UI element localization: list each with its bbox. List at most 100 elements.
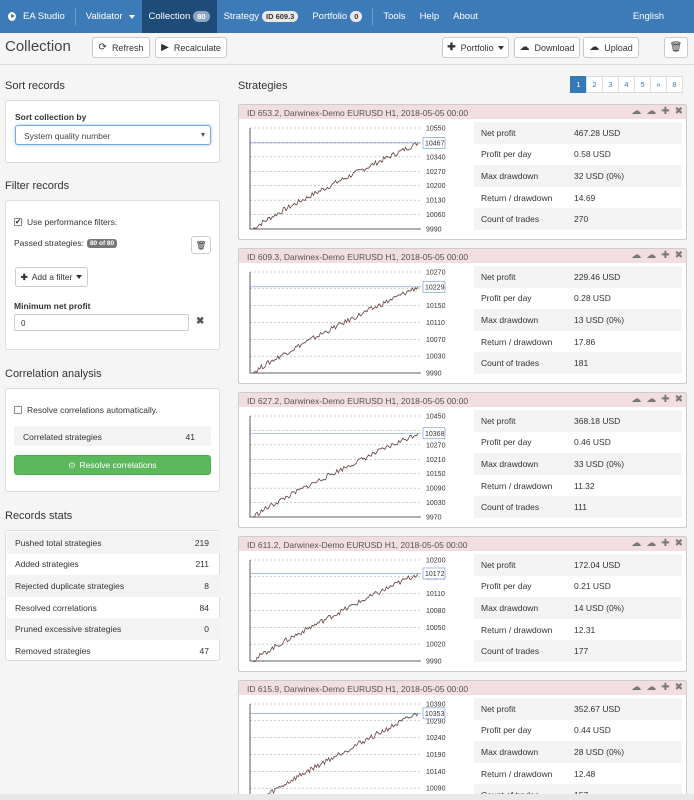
sort-select[interactable]: System quality number [15,125,211,145]
upload-button[interactable]: ☁ Upload [583,37,639,58]
nav-collection[interactable]: Collection 80 [141,0,217,33]
close-icon[interactable]: ✖ [674,250,683,261]
clear-filters-button[interactable]: 🗑 [191,236,211,254]
plus-icon: ✚ [20,271,28,282]
metric-row: Max drawdown 32 USD (0%) [474,165,682,187]
strategy-card[interactable]: ID 615.9, Darwinex-Demo EURUSD H1, 2018-… [238,680,687,800]
add-filter-button[interactable]: ✚ Add a filter [15,267,88,287]
stats-row-value: 8 [204,580,209,591]
delete-button[interactable]: 🗑 [664,37,688,58]
plus-icon[interactable]: ✚ [661,250,670,261]
y-tick-label: 10140 [426,769,446,776]
chart-axis [249,272,421,374]
cloud-download-icon[interactable]: ☁ [646,250,657,261]
cloud-upload-icon[interactable]: ☁ [631,250,642,261]
page-button[interactable]: 8 [666,76,683,93]
nav-help[interactable]: Help [419,11,440,22]
page-button[interactable]: 1 [570,76,587,93]
cloud-download-icon[interactable]: ☁ [646,682,657,693]
balance-chart: 102701021010150101101007010030999010229 [249,270,446,378]
strategy-card[interactable]: ID 627.2, Darwinex-Demo EURUSD H1, 2018-… [238,392,687,528]
plus-icon[interactable]: ✚ [661,394,670,405]
close-icon[interactable]: ✖ [674,106,683,117]
equity-line [252,142,419,230]
min-net-profit-input[interactable]: 0 [14,314,189,331]
metric-value: 368.18 USD [574,415,621,426]
cloud-download-icon[interactable]: ☁ [646,538,657,549]
page-button[interactable]: 5 [634,76,651,93]
current-value-box [422,707,446,720]
remove-filter-icon[interactable]: ✖ [196,316,205,327]
current-value-box [422,567,446,580]
close-icon[interactable]: ✖ [674,538,683,549]
cloud-upload-icon: ☁ [589,42,600,53]
metric-row: Return / drawdown 12.31 [474,619,682,641]
y-tick-label: 10150 [426,303,446,310]
strategy-card[interactable]: ID 609.3, Darwinex-Demo EURUSD H1, 2018-… [238,248,687,384]
page-button[interactable]: 4 [618,76,635,93]
portfolio-dropdown-button[interactable]: ✚ Portfolio [442,37,509,58]
resolve-auto-checkbox[interactable] [14,406,22,414]
nav-brand[interactable]: EA Studio [23,11,65,22]
chevron-down-icon [201,133,205,137]
balance-chart: 1055010410103401027010200101301006099901… [249,126,446,234]
strategy-card[interactable]: ID 611.2, Darwinex-Demo EURUSD H1, 2018-… [238,536,687,672]
metric-row: Profit per day 0.58 USD [474,144,682,166]
stats-row: Pruned excessive strategies 0 [7,618,220,640]
nav-portfolio[interactable]: Portfolio 0 [305,0,369,33]
metric-row: Profit per day 0.21 USD [474,576,682,598]
metric-row: Return / drawdown 12.48 [474,763,682,785]
cloud-upload-icon[interactable]: ☁ [631,682,642,693]
resolve-correlations-button[interactable]: ⊙ Resolve correlations [14,455,211,475]
recalculate-button[interactable]: ▶ Recalculate [155,37,227,58]
stats-row-value: 84 [199,602,209,613]
metric-value: 229.46 USD [574,271,621,282]
sort-selected-value: System quality number [24,131,111,141]
metric-value: 14.69 [574,192,596,203]
nav-validator[interactable]: Validator [79,0,142,33]
cloud-download-icon: ☁ [519,42,530,53]
plus-icon[interactable]: ✚ [661,106,670,117]
plus-icon[interactable]: ✚ [661,538,670,549]
metric-label: Net profit [481,559,516,570]
strategy-card-header: ID 615.9, Darwinex-Demo EURUSD H1, 2018-… [239,681,686,695]
download-button[interactable]: ☁ Download [514,37,580,58]
metric-row: Net profit 172.04 USD [474,554,682,576]
stats-row-label: Removed strategies [15,645,91,656]
strategy-card[interactable]: ID 653.2, Darwinex-Demo EURUSD H1, 2018-… [238,104,687,240]
sort-label: Sort collection by [15,112,87,122]
use-performance-filters-checkbox[interactable] [14,217,22,226]
strategy-card-title: ID 653.2, Darwinex-Demo EURUSD H1, 2018-… [247,108,469,118]
cloud-upload-icon[interactable]: ☁ [631,106,642,117]
logo-icon[interactable] [0,0,16,33]
metric-value: 13 USD (0%) [574,314,625,325]
cloud-upload-icon[interactable]: ☁ [631,394,642,405]
metric-label: Net profit [481,415,516,426]
nav-about[interactable]: About [453,11,478,22]
page-button[interactable]: 3 [602,76,619,93]
sort-section-title: Sort records [5,80,65,92]
current-value-label: 10467 [425,140,445,147]
y-tick-label: 9990 [426,659,442,666]
plus-icon[interactable]: ✚ [661,682,670,693]
metric-label: Max drawdown [481,746,539,757]
metric-label: Profit per day [481,437,532,448]
cloud-upload-icon[interactable]: ☁ [631,538,642,549]
close-icon[interactable]: ✖ [674,682,683,693]
cloud-download-icon[interactable]: ☁ [646,394,657,405]
chevron-down-icon [128,14,135,19]
metric-value: 14 USD (0%) [574,602,625,613]
page-button[interactable]: 2 [586,76,603,93]
y-tick-label: 9990 [426,371,442,378]
close-icon[interactable]: ✖ [674,394,683,405]
page-next-button[interactable]: » [650,76,667,93]
cloud-download-icon[interactable]: ☁ [646,106,657,117]
nav-language[interactable]: English [632,11,664,22]
nav-tools[interactable]: Tools [383,11,406,22]
stats-row-value: 47 [199,645,209,656]
nav-strategy[interactable]: Strategy ID 609.3 [217,0,306,33]
refresh-button[interactable]: ⟳ Refresh [92,37,150,58]
balance-chart: 102001014010110100801005010020999010172 [249,558,446,666]
horizontal-scrollbar[interactable] [0,794,694,800]
equity-line [258,713,419,800]
